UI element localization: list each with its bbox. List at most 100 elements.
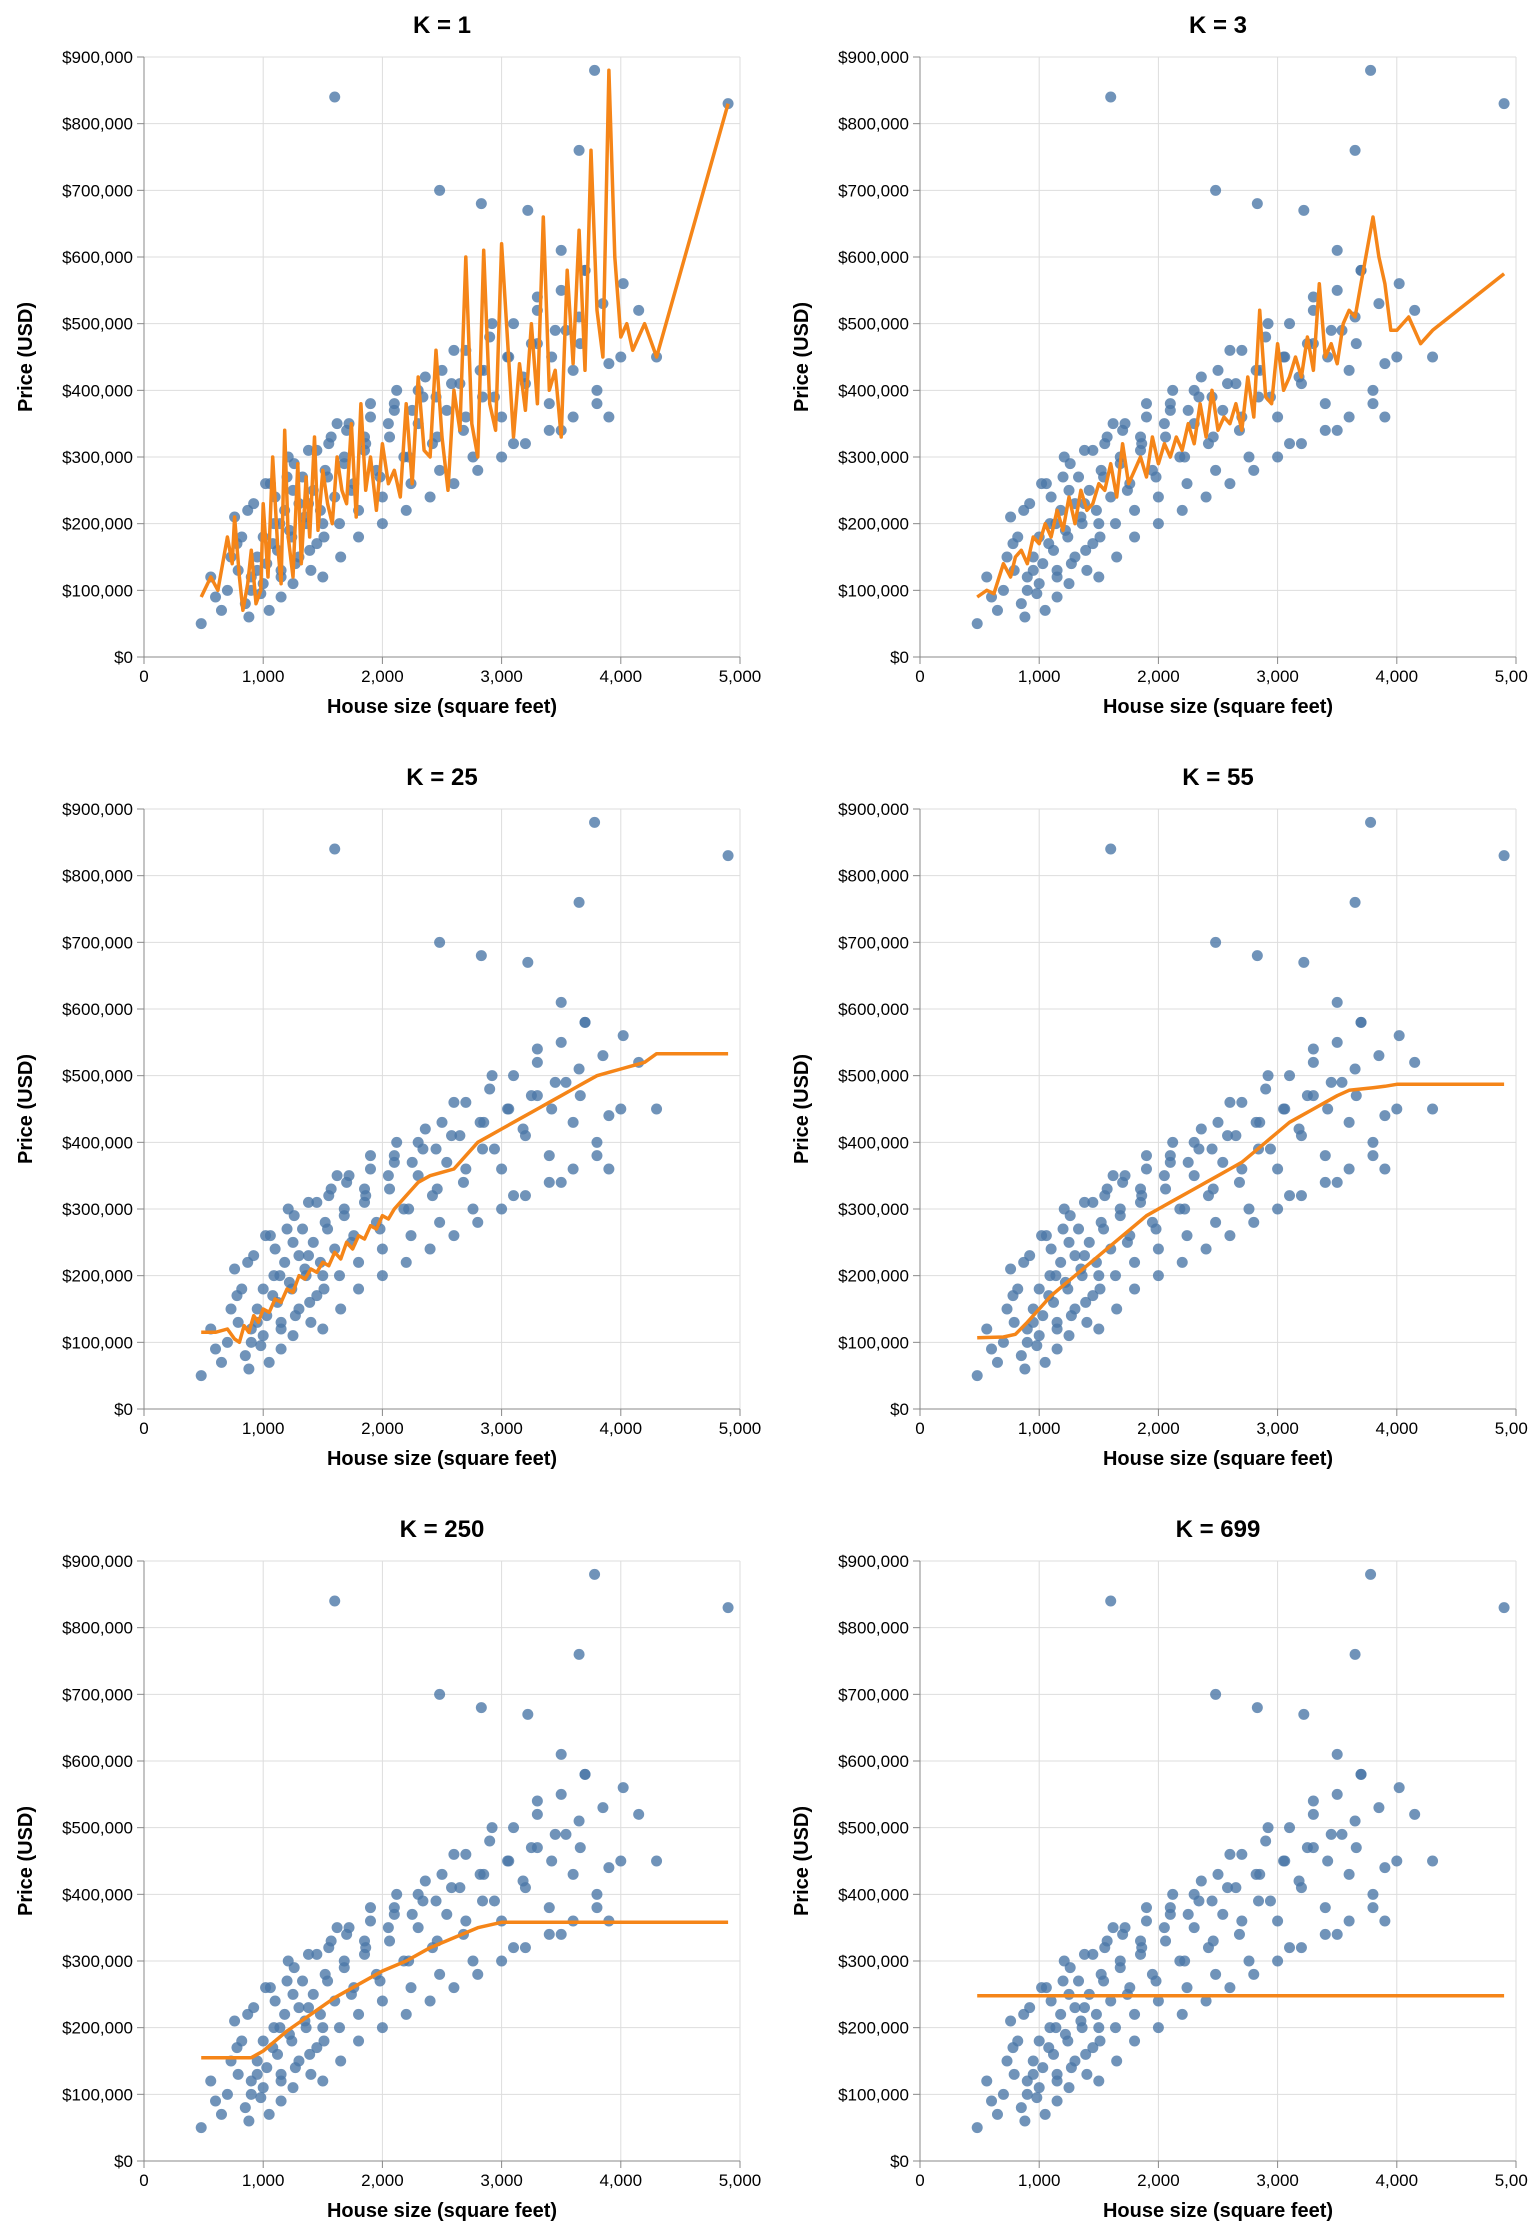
y-tick-label: $800,000: [838, 1619, 909, 1638]
data-point: [1176, 504, 1188, 516]
data-point: [231, 1290, 243, 1302]
x-tick-label: 5,000: [1495, 2171, 1528, 2190]
data-point: [287, 2082, 299, 2094]
data-point: [1045, 1995, 1057, 2007]
data-point: [1111, 2055, 1123, 2067]
data-point: [1043, 2042, 1055, 2054]
data-point: [1164, 1156, 1176, 1168]
data-point: [364, 1902, 376, 1914]
data-point: [472, 1968, 484, 1980]
data-point: [1158, 1170, 1170, 1182]
data-point: [486, 318, 498, 330]
data-point: [1005, 1263, 1017, 1275]
x-tick-label: 5,000: [719, 1419, 762, 1438]
data-point: [1031, 2092, 1043, 2104]
data-point: [1129, 2035, 1141, 2047]
data-point: [364, 1150, 376, 1162]
y-axis-title: Price (USD): [15, 302, 37, 412]
data-point: [1078, 1196, 1090, 1208]
data-point: [1152, 1243, 1164, 1255]
data-point: [1021, 584, 1033, 596]
data-point: [543, 1176, 555, 1188]
data-point: [1343, 1868, 1355, 1880]
data-point: [446, 1130, 458, 1142]
data-point: [508, 438, 520, 450]
y-tick-label: $900,000: [62, 800, 133, 819]
data-point: [1087, 538, 1099, 550]
data-point: [1307, 1043, 1319, 1055]
data-point: [1373, 1050, 1385, 1062]
y-tick-label: $100,000: [62, 581, 133, 600]
data-point: [496, 1163, 508, 1175]
data-point: [1293, 1123, 1305, 1135]
data-point: [1121, 484, 1133, 496]
data-point: [311, 1290, 323, 1302]
data-point: [1073, 1223, 1085, 1235]
data-point: [302, 2002, 314, 2014]
data-point: [1498, 1602, 1510, 1614]
data-point: [560, 1076, 572, 1088]
data-point: [221, 584, 233, 596]
y-axis-title: Price (USD): [791, 302, 813, 412]
data-point: [1158, 1922, 1170, 1934]
panel-1: 0 1,000 2,000 3,000 4,000 5,000 $0 $100,000 $200…: [15, 12, 761, 718]
data-point: [1140, 1150, 1152, 1162]
data-point: [293, 2002, 305, 2014]
y-tick-label: $900,000: [62, 1552, 133, 1571]
data-point: [1150, 471, 1162, 483]
data-point: [335, 2055, 347, 2067]
data-point: [243, 2115, 255, 2127]
data-point: [210, 591, 222, 603]
y-tick-label: $800,000: [838, 867, 909, 886]
data-point: [1367, 1902, 1379, 1914]
data-point: [269, 1995, 281, 2007]
data-point: [1160, 1183, 1172, 1195]
data-point: [245, 2088, 257, 2100]
data-point: [1200, 1995, 1212, 2007]
data-point: [263, 2108, 275, 2120]
x-tick-label: 1,000: [1018, 1419, 1061, 1438]
x-axis-title: House size (square feet): [1103, 696, 1333, 718]
x-axis-title: House size (square feet): [327, 2200, 557, 2222]
data-point: [543, 398, 555, 410]
data-point: [1284, 1190, 1296, 1202]
data-point: [1150, 1975, 1162, 1987]
data-point: [1210, 184, 1222, 196]
data-point: [1051, 2095, 1063, 2107]
data-point: [1083, 1236, 1095, 1248]
data-point: [382, 418, 394, 430]
data-point: [1105, 1995, 1117, 2007]
data-point: [1343, 1915, 1355, 1927]
data-point: [1243, 1955, 1255, 1967]
data-point: [1373, 298, 1385, 310]
data-point: [1349, 896, 1361, 908]
data-point: [1140, 1902, 1152, 1914]
data-point: [405, 1982, 417, 1994]
data-point: [195, 2122, 207, 2134]
data-point: [1015, 598, 1027, 610]
data-point: [1037, 2062, 1049, 2074]
data-point: [508, 1822, 520, 1834]
data-point: [364, 1163, 376, 1175]
data-point: [1250, 1868, 1262, 1880]
y-tick-label: $0: [114, 1400, 133, 1419]
data-point: [1322, 1103, 1334, 1115]
x-tick-label: 2,000: [1137, 1419, 1180, 1438]
data-point: [1107, 1170, 1119, 1182]
data-point: [388, 1908, 400, 1920]
data-point: [257, 2035, 269, 2047]
data-point: [477, 1895, 489, 1907]
data-point: [274, 2022, 286, 2034]
data-point: [488, 1895, 500, 1907]
data-point: [1158, 418, 1170, 430]
data-point: [1331, 1748, 1343, 1760]
data-point: [1057, 1223, 1069, 1235]
data-point: [486, 1822, 498, 1834]
data-point: [1331, 996, 1343, 1008]
data-point: [589, 816, 601, 828]
data-point: [293, 2055, 305, 2067]
data-point: [1349, 1815, 1361, 1827]
data-point: [1260, 1835, 1272, 1847]
data-point: [1343, 411, 1355, 423]
data-point: [1152, 491, 1164, 503]
